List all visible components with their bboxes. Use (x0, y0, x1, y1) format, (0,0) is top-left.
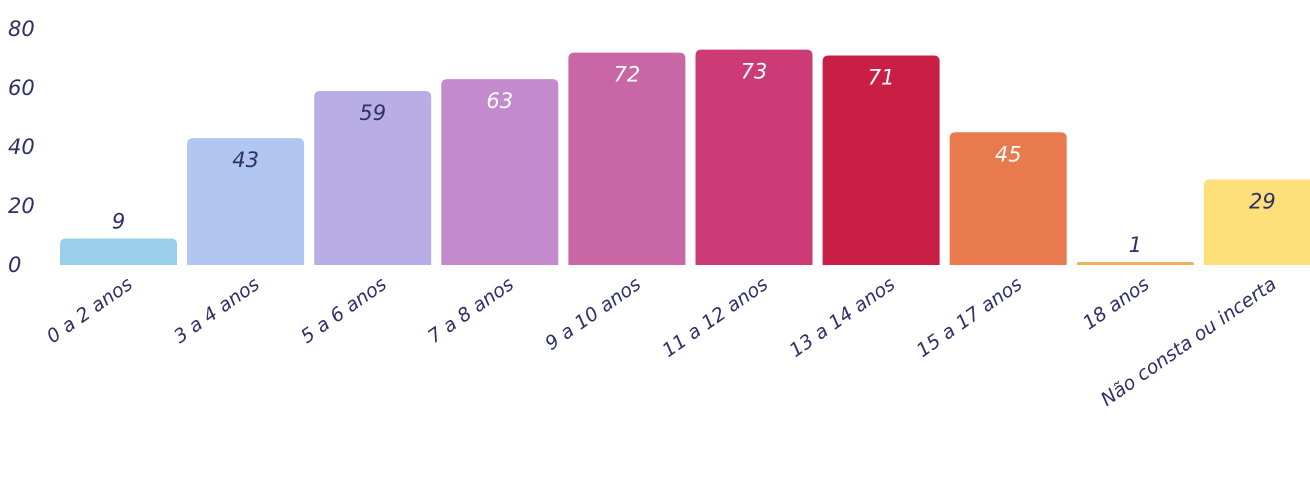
x-tick-label-18-anos: 18 anos (1079, 273, 1153, 334)
bar-9-a-10-anos (568, 52, 686, 265)
bar-0-a-2-anos (60, 238, 177, 265)
bar-15-a-17-anos (949, 132, 1067, 265)
x-tick-label-3-a-4-anos: 3 a 4 anos (170, 273, 264, 348)
bar-3-a-4-anos (187, 138, 305, 265)
x-tick-label-0-a-2-anos: 0 a 2 anos (43, 273, 137, 348)
y-tick-label-0: 0 (8, 253, 21, 277)
y-tick-label-40: 40 (8, 135, 35, 159)
y-tick-label-60: 60 (8, 76, 35, 100)
bar-18-anos (1076, 262, 1194, 265)
x-axis: 0 a 2 anos 3 a 4 anos 5 a 6 anos 7 a 8 anos… (43, 273, 1281, 411)
x-tick-label-5-a-6-anos: 5 a 6 anos (297, 273, 391, 348)
y-axis: 0 20 40 60 80 (8, 17, 35, 277)
x-tick-label-7-a-8-anos: 7 a 8 anos (424, 273, 518, 348)
bars (60, 49, 1310, 266)
value-labels: 9 43 59 63 72 73 71 45 1 29 (112, 60, 1276, 257)
value-label-18-anos: 1 (1129, 233, 1142, 257)
value-label-9-a-10-anos: 72 (614, 63, 641, 87)
x-tick-label-13-a-14-anos: 13 a 14 anos (786, 273, 900, 362)
value-label-3-a-4-anos: 43 (232, 148, 259, 172)
value-label-nao-consta-ou-incerta: 29 (1249, 189, 1276, 213)
bar-13-a-14-anos (822, 55, 940, 265)
x-tick-label-15-a-17-anos: 15 a 17 anos (913, 273, 1027, 362)
value-label-15-a-17-anos: 45 (995, 142, 1022, 166)
bar-7-a-8-anos (441, 79, 559, 266)
y-tick-label-20: 20 (8, 194, 35, 218)
bar-nao-consta-ou-incerta (1203, 179, 1310, 265)
bar-11-a-12-anos (695, 49, 813, 266)
y-tick-label-80: 80 (8, 17, 35, 41)
value-label-5-a-6-anos: 59 (359, 101, 386, 125)
x-tick-label-11-a-12-anos: 11 a 12 anos (658, 273, 772, 362)
value-label-0-a-2-anos: 9 (112, 209, 125, 233)
bar-5-a-6-anos (314, 90, 432, 265)
x-tick-label-9-a-10-anos: 9 a 10 anos (541, 273, 645, 355)
value-label-11-a-12-anos: 73 (741, 60, 768, 84)
value-label-7-a-8-anos: 63 (486, 89, 513, 113)
value-label-13-a-14-anos: 71 (868, 66, 895, 90)
